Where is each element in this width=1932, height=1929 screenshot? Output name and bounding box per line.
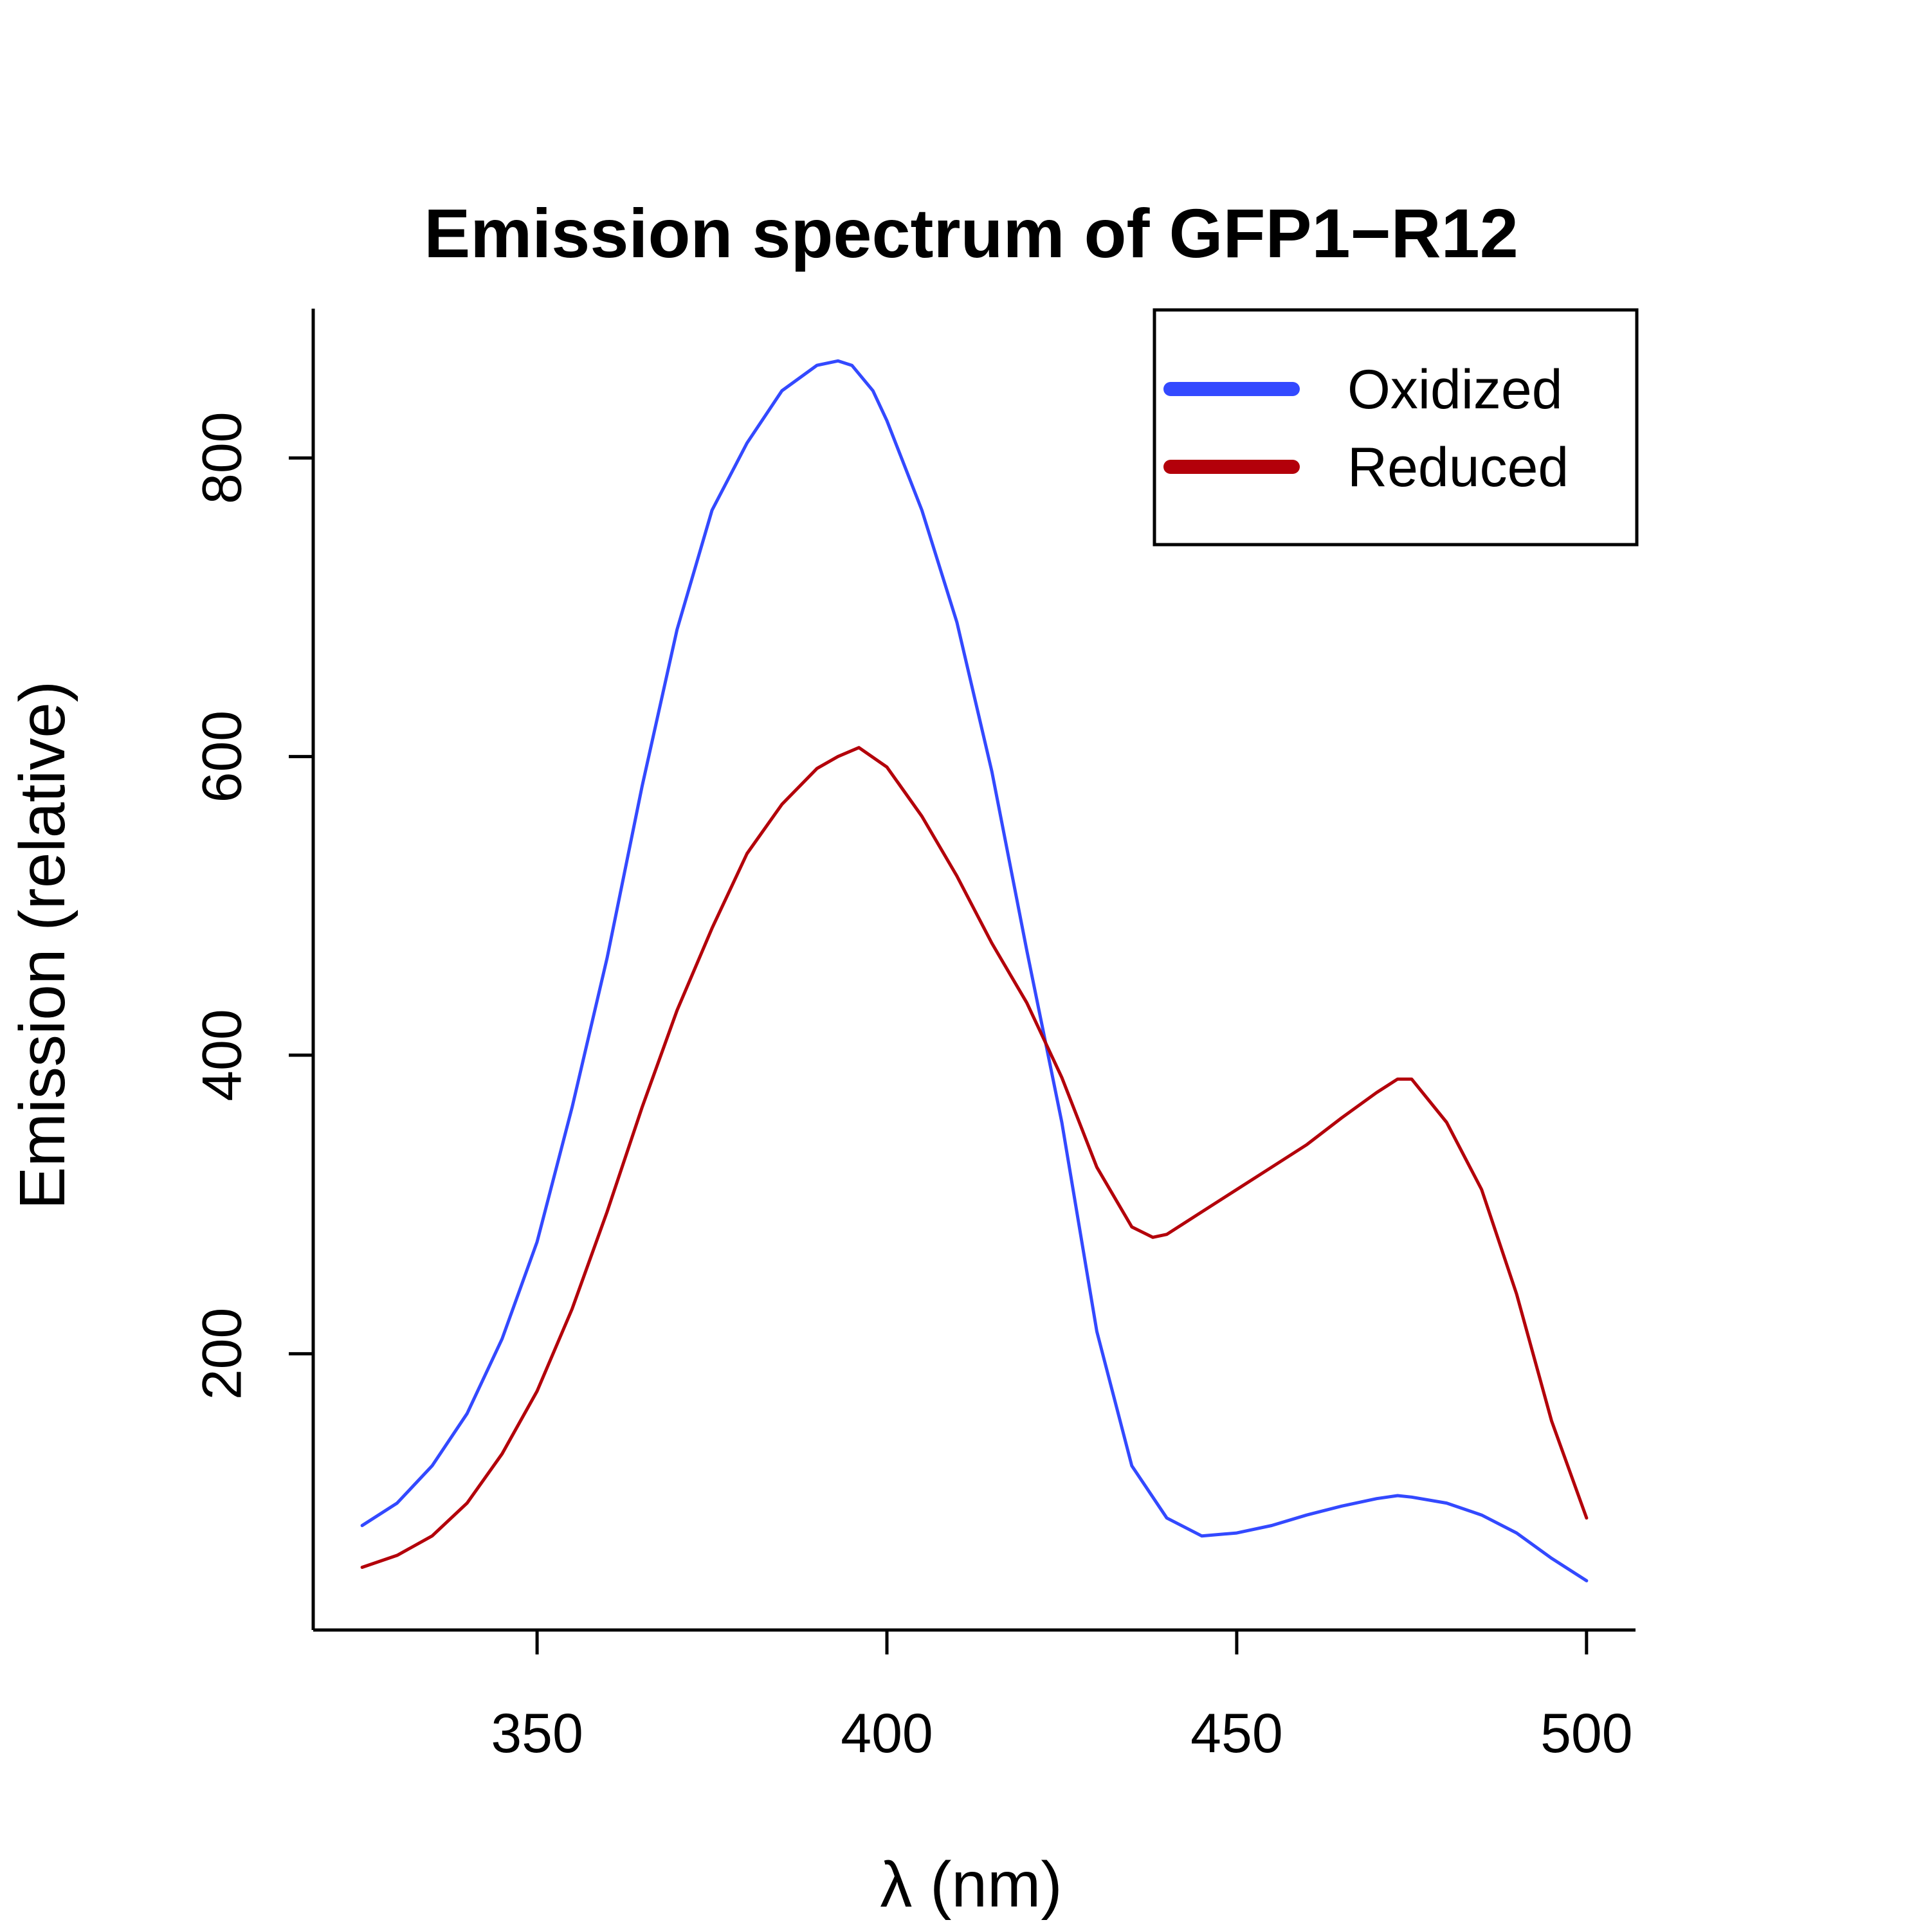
x-axis-title: λ (nm): [880, 1849, 1062, 1921]
series-line-reduced: [360, 746, 1589, 1569]
y-tick-label-800: 800: [192, 412, 253, 504]
series-lines: [360, 359, 1589, 1582]
y-tick-label-400: 400: [192, 1009, 253, 1101]
y-ticks: 200 400 600 800: [192, 412, 313, 1400]
legend: Oxidized Reduced: [1153, 308, 1639, 547]
plot-area: 200 400 600 800 350 400 450 500: [192, 309, 1636, 1764]
y-axis-title: Emission (relative): [6, 681, 78, 1209]
legend-label-oxidized: Oxidized: [1347, 359, 1563, 421]
legend-box: [1153, 308, 1639, 547]
x-tick-label-500: 500: [1540, 1703, 1633, 1764]
y-tick-label-600: 600: [192, 711, 253, 803]
x-tick-label-450: 450: [1190, 1703, 1283, 1764]
x-tick-label-350: 350: [491, 1703, 583, 1764]
series-line-oxidized: [360, 359, 1589, 1582]
y-tick-label-200: 200: [192, 1308, 253, 1400]
x-ticks: 350 400 450 500: [491, 1630, 1633, 1764]
chart-title: Emission spectrum of GFP1−R12: [424, 194, 1518, 272]
legend-label-reduced: Reduced: [1347, 437, 1569, 498]
x-tick-label-400: 400: [841, 1703, 933, 1764]
